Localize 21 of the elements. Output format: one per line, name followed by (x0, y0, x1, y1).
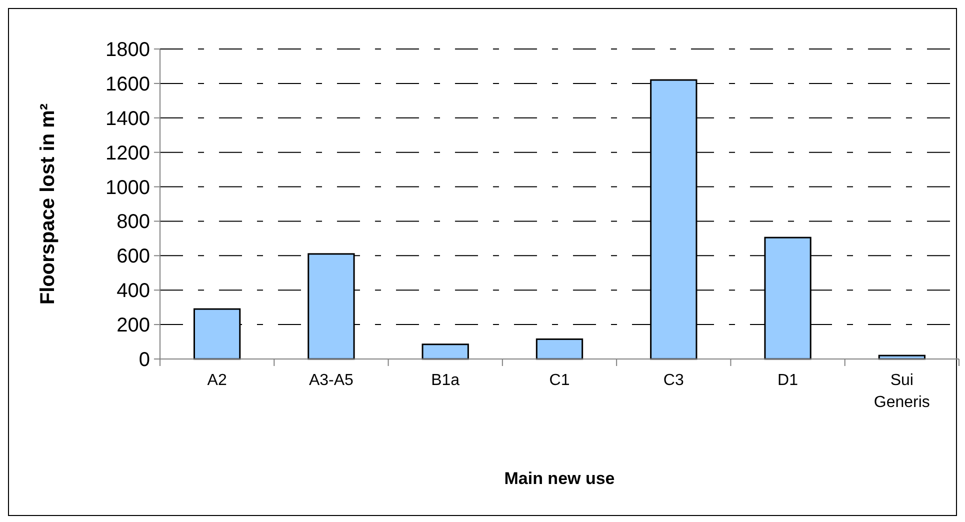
y-tick-label: 1800 (106, 39, 150, 61)
x-tick-label: C3 (663, 372, 684, 389)
x-tick-label: A2 (207, 372, 227, 389)
y-tick-label: 1200 (106, 142, 150, 164)
x-tick-label: B1a (431, 372, 460, 389)
y-tick-label: 800 (116, 211, 150, 234)
y-tick-label: 200 (116, 314, 150, 337)
y-tick-label: 1000 (106, 176, 150, 199)
x-tick-label: C1 (549, 372, 570, 389)
y-tick-label: 1400 (106, 108, 150, 130)
x-tick-label: D1 (778, 372, 798, 389)
y-axis-title: Floorspace lost in m² (37, 103, 59, 305)
x-axis-title: Main new use (504, 469, 615, 488)
y-tick-label: 400 (116, 280, 150, 302)
y-tick-label: 0 (138, 349, 150, 371)
y-tick-label: 1600 (106, 73, 150, 96)
bar (536, 338, 584, 360)
bar (422, 344, 469, 360)
y-tick-label: 600 (116, 246, 150, 268)
x-tick-label: Sui Generis (874, 372, 930, 411)
x-tick-label: A3-A5 (308, 372, 354, 389)
